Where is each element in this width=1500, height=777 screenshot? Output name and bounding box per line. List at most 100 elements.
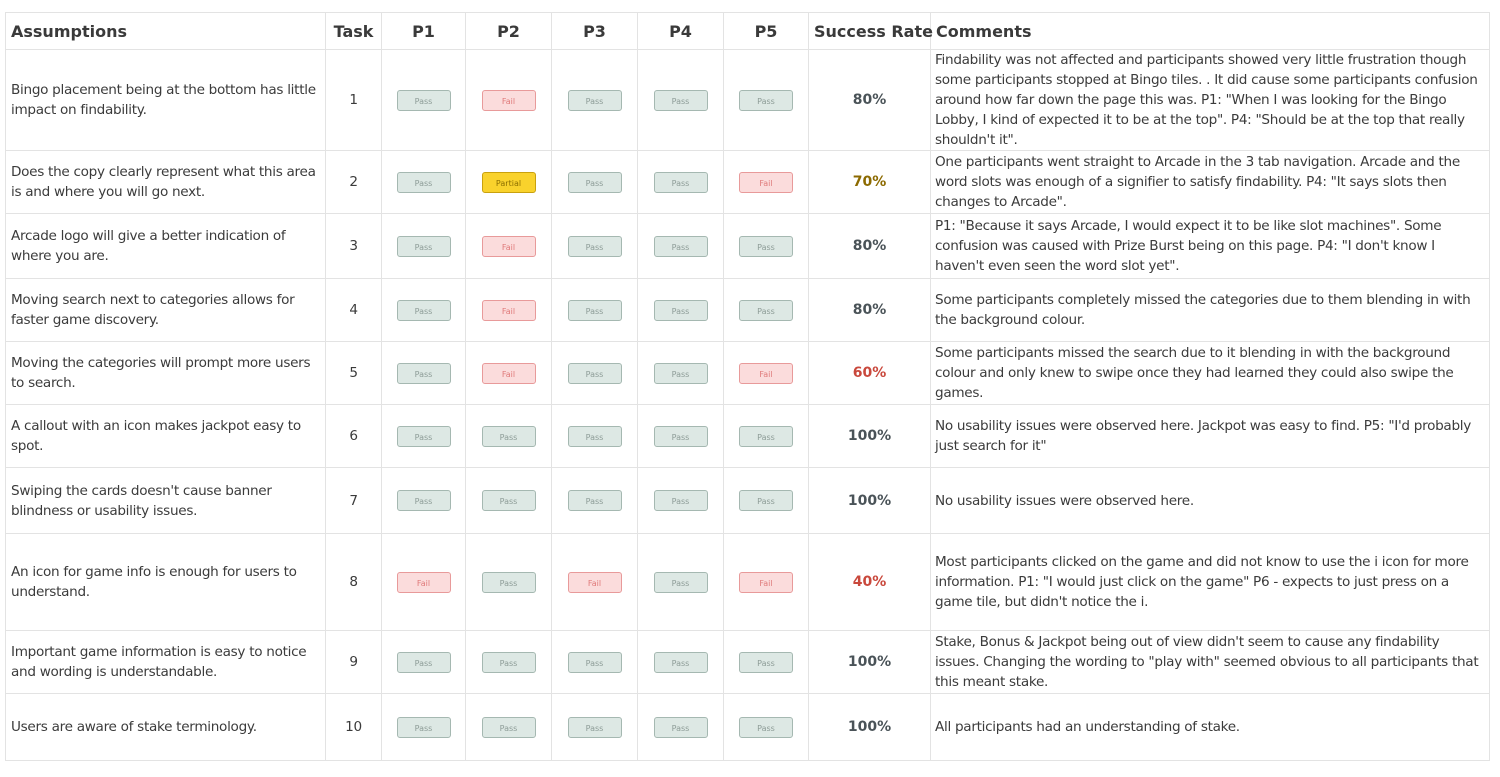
participant-p4-cell: Pass	[637, 630, 724, 694]
participant-p2-cell: Pass	[465, 404, 552, 468]
pass-badge: Pass	[567, 235, 622, 257]
assumption-cell: A callout with an icon makes jackpot eas…	[5, 404, 326, 468]
success-rate-cell: 100%	[808, 404, 931, 468]
comment-cell: One participants went straight to Arcade…	[930, 150, 1490, 214]
pass-badge: Pass	[653, 362, 708, 384]
header-comments: Comments	[930, 12, 1490, 50]
pass-badge: Pass	[481, 425, 536, 447]
assumption-cell: An icon for game info is enough for user…	[5, 533, 326, 631]
comment-cell: Some participants missed the search due …	[930, 341, 1490, 405]
header-row: Assumptions Task P1 P2 P3 P4 P5 Success …	[5, 12, 1490, 50]
participant-p1-cell: Pass	[381, 467, 466, 534]
participant-p4-cell: Pass	[637, 278, 724, 342]
table-row: A callout with an icon makes jackpot eas…	[5, 404, 1490, 468]
header-assumptions: Assumptions	[5, 12, 326, 50]
task-number-cell: 6	[325, 404, 382, 468]
task-number-cell: 2	[325, 150, 382, 214]
participant-p4-cell: Pass	[637, 150, 724, 214]
fail-badge: Fail	[739, 362, 793, 384]
pass-badge: Pass	[396, 171, 451, 193]
participant-p1-cell: Pass	[381, 693, 466, 761]
table-row: Moving the categories will prompt more u…	[5, 341, 1490, 405]
participant-p2-cell: Fail	[465, 213, 552, 279]
pass-badge: Pass	[396, 362, 451, 384]
pass-badge: Pass	[653, 425, 708, 447]
participant-p5-cell: Pass	[723, 404, 809, 468]
participant-p4-cell: Pass	[637, 533, 724, 631]
participant-p3-cell: Pass	[551, 467, 638, 534]
pass-badge: Pass	[739, 490, 793, 511]
participant-p2-cell: Pass	[465, 693, 552, 761]
participant-p1-cell: Pass	[381, 213, 466, 279]
header-p2: P2	[465, 12, 552, 50]
success-rate-cell: 70%	[808, 150, 931, 214]
participant-p2-cell: Pass	[465, 533, 552, 631]
task-number-cell: 1	[325, 49, 382, 151]
participant-p3-cell: Fail	[551, 533, 638, 631]
pass-badge: Pass	[396, 89, 451, 111]
pass-badge: Pass	[567, 425, 622, 447]
participant-p2-cell: Fail	[465, 341, 552, 405]
fail-badge: Fail	[739, 571, 793, 593]
comment-cell: Most participants clicked on the game an…	[930, 533, 1490, 631]
task-number-cell: 8	[325, 533, 382, 631]
fail-badge: Fail	[481, 235, 536, 257]
pass-badge: Pass	[739, 299, 793, 321]
pass-badge: Pass	[653, 651, 708, 673]
participant-p3-cell: Pass	[551, 278, 638, 342]
participant-p3-cell: Pass	[551, 49, 638, 151]
table-row: Does the copy clearly represent what thi…	[5, 150, 1490, 214]
participant-p2-cell: Fail	[465, 49, 552, 151]
pass-badge: Pass	[396, 716, 451, 738]
pass-badge: Pass	[396, 235, 451, 257]
comment-cell: P1: "Because it says Arcade, I would exp…	[930, 213, 1490, 279]
participant-p3-cell: Pass	[551, 341, 638, 405]
assumption-cell: Moving the categories will prompt more u…	[5, 341, 326, 405]
participant-p5-cell: Pass	[723, 278, 809, 342]
participant-p4-cell: Pass	[637, 467, 724, 534]
task-number-cell: 10	[325, 693, 382, 761]
task-number-cell: 3	[325, 213, 382, 279]
task-number-cell: 7	[325, 467, 382, 534]
participant-p4-cell: Pass	[637, 213, 724, 279]
pass-badge: Pass	[653, 235, 708, 257]
pass-badge: Pass	[653, 716, 708, 738]
pass-badge: Pass	[653, 299, 708, 321]
pass-badge: Pass	[567, 299, 622, 321]
pass-badge: Pass	[396, 425, 451, 447]
participant-p3-cell: Pass	[551, 630, 638, 694]
pass-badge: Pass	[567, 171, 622, 193]
success-rate-cell: 80%	[808, 278, 931, 342]
participant-p2-cell: Fail	[465, 278, 552, 342]
fail-badge: Fail	[481, 362, 536, 384]
table-row: Arcade logo will give a better indicatio…	[5, 213, 1490, 279]
participant-p5-cell: Pass	[723, 693, 809, 761]
fail-badge: Fail	[567, 571, 622, 593]
participant-p2-cell: Partial	[465, 150, 552, 214]
participant-p1-cell: Pass	[381, 278, 466, 342]
partial-badge: Partial	[481, 171, 536, 193]
header-p5: P5	[723, 12, 809, 50]
participant-p3-cell: Pass	[551, 150, 638, 214]
participant-p3-cell: Pass	[551, 404, 638, 468]
table-row: Important game information is easy to no…	[5, 630, 1490, 694]
success-rate-cell: 100%	[808, 630, 931, 694]
pass-badge: Pass	[739, 651, 793, 673]
header-p4: P4	[637, 12, 724, 50]
pass-badge: Pass	[653, 490, 708, 511]
pass-badge: Pass	[396, 490, 451, 511]
pass-badge: Pass	[396, 651, 451, 673]
table-row: Swiping the cards doesn't cause banner b…	[5, 467, 1490, 534]
success-rate-cell: 40%	[808, 533, 931, 631]
pass-badge: Pass	[567, 716, 622, 738]
participant-p5-cell: Fail	[723, 533, 809, 631]
comment-cell: Stake, Bonus & Jackpot being out of view…	[930, 630, 1490, 694]
assumption-cell: Arcade logo will give a better indicatio…	[5, 213, 326, 279]
header-p3: P3	[551, 12, 638, 50]
task-number-cell: 9	[325, 630, 382, 694]
pass-badge: Pass	[481, 651, 536, 673]
header-success-rate: Success Rate	[808, 12, 933, 50]
pass-badge: Pass	[567, 362, 622, 384]
assumption-cell: Swiping the cards doesn't cause banner b…	[5, 467, 326, 534]
pass-badge: Pass	[739, 89, 793, 111]
